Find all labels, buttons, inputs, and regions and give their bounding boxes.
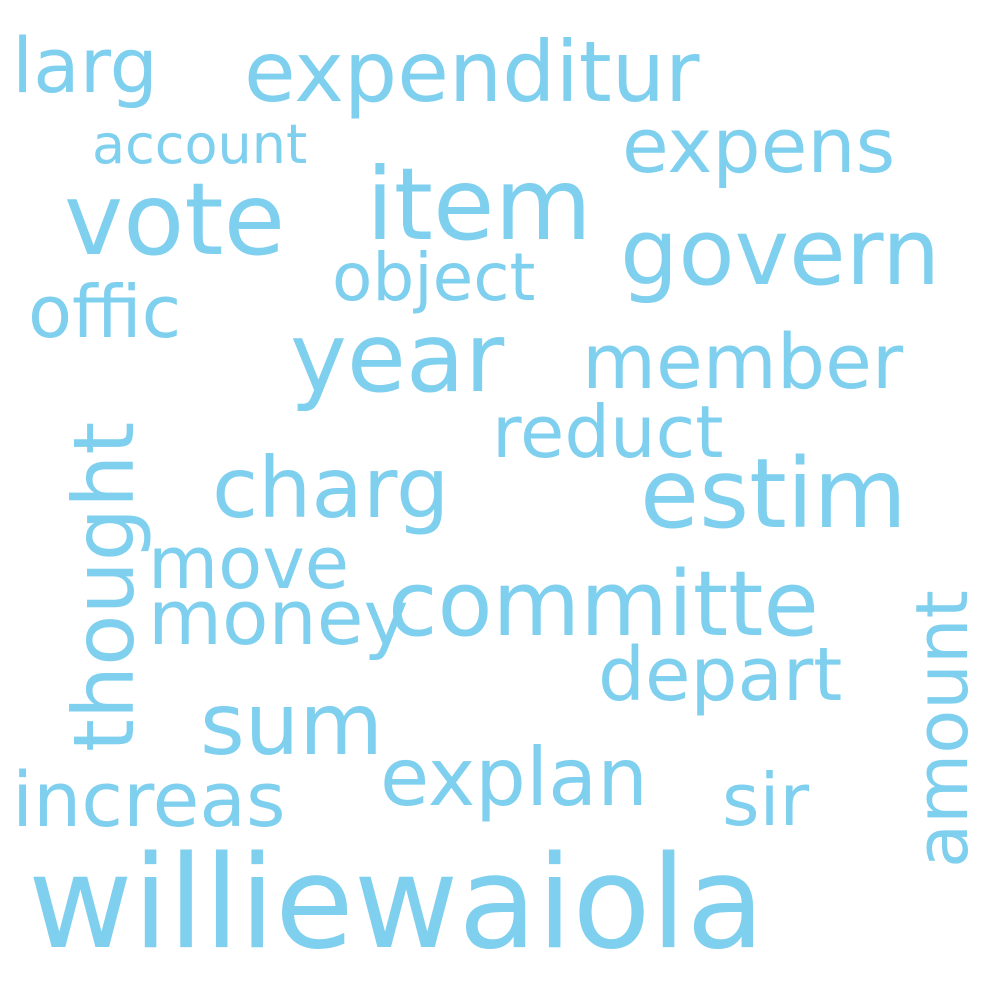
- word-committe: committe: [388, 552, 819, 657]
- word-reduct: reduct: [492, 390, 724, 474]
- word-thought: thought: [55, 421, 153, 752]
- word-estim: estim: [640, 438, 907, 550]
- word-object: object: [332, 239, 536, 316]
- word-larg: larg: [12, 21, 158, 110]
- word-williewaiola: williewaiola: [28, 829, 765, 978]
- word-expenditur: expenditur: [244, 23, 700, 121]
- word-account: account: [92, 113, 308, 176]
- word-charg: charg: [212, 439, 450, 537]
- word-move: move: [148, 521, 350, 605]
- word-explan: explan: [380, 731, 648, 824]
- word-year: year: [290, 302, 505, 414]
- word-govern: govern: [620, 199, 941, 306]
- word-offic: offic: [28, 270, 182, 354]
- word-member: member: [582, 317, 904, 406]
- word-money: money: [148, 573, 409, 662]
- word-depart: depart: [598, 632, 843, 718]
- word-sir: sir: [722, 758, 810, 842]
- word-expens: expens: [622, 101, 896, 190]
- word-vote: vote: [64, 161, 286, 278]
- word-increas: increas: [12, 755, 286, 844]
- word-item: item: [366, 146, 592, 263]
- word-sum: sum: [200, 675, 384, 775]
- word-amount: amount: [900, 590, 984, 868]
